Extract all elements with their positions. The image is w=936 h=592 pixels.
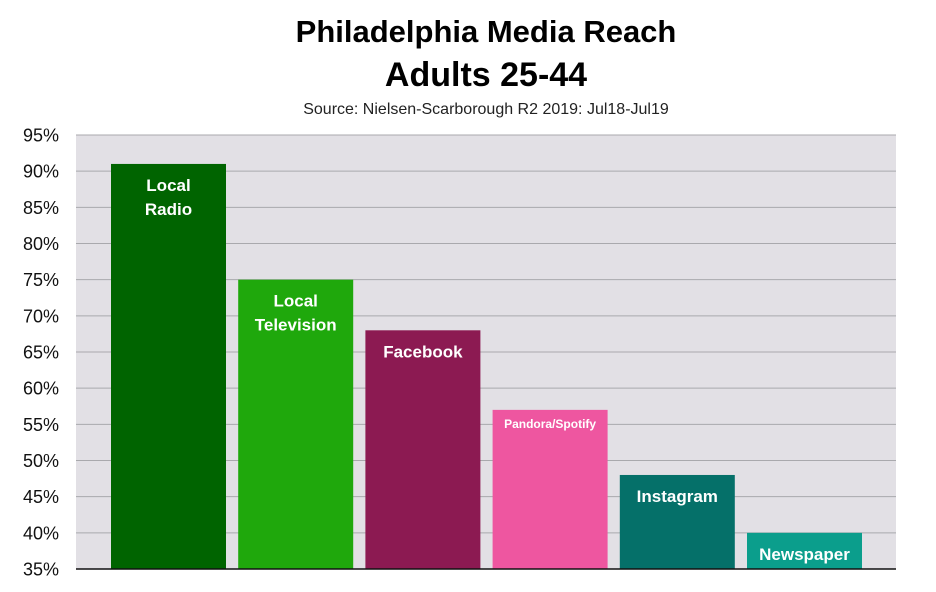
y-tick-label: 70% xyxy=(23,306,59,326)
y-tick-label: 65% xyxy=(23,343,59,363)
y-tick-label: 50% xyxy=(23,451,59,471)
y-tick-label: 60% xyxy=(23,379,59,399)
bar xyxy=(492,409,608,569)
bar-label: Television xyxy=(255,316,337,335)
bar-label: Pandora/Spotify xyxy=(504,417,596,431)
y-tick-label: 55% xyxy=(23,415,59,435)
y-tick-label: 75% xyxy=(23,270,59,290)
bar-label: Instagram xyxy=(637,487,718,506)
y-tick-label: 85% xyxy=(23,198,59,218)
chart-title: Philadelphia Media Reach xyxy=(295,14,677,49)
bar-label: Newspaper xyxy=(759,545,850,564)
y-tick-label: 95% xyxy=(23,126,59,146)
y-tick-label: 35% xyxy=(23,560,59,580)
y-tick-label: 90% xyxy=(23,162,59,182)
y-axis-ticks: 35% 40% 45% 50% 55% 60% 65% 70% 75% 80% 85% 90% 95% xyxy=(23,126,59,580)
bar-label: Local xyxy=(273,292,317,311)
chart-source: Source: Nielsen-Scarborough R2 2019: Jul… xyxy=(303,101,669,118)
bar xyxy=(365,330,481,569)
bar-label: Facebook xyxy=(383,342,463,361)
bar xyxy=(238,279,354,569)
chart-subtitle: Adults 25-44 xyxy=(384,56,588,94)
bars: Local Radio Local Television Facebook Pandora… xyxy=(111,163,862,569)
bar xyxy=(111,163,226,569)
bar xyxy=(619,474,735,569)
bar-label: Local xyxy=(146,176,190,195)
bar-label: Radio xyxy=(145,200,192,219)
y-tick-label: 45% xyxy=(23,487,59,507)
y-tick-label: 40% xyxy=(23,523,59,543)
bar xyxy=(747,532,862,569)
y-tick-label: 80% xyxy=(23,234,59,254)
